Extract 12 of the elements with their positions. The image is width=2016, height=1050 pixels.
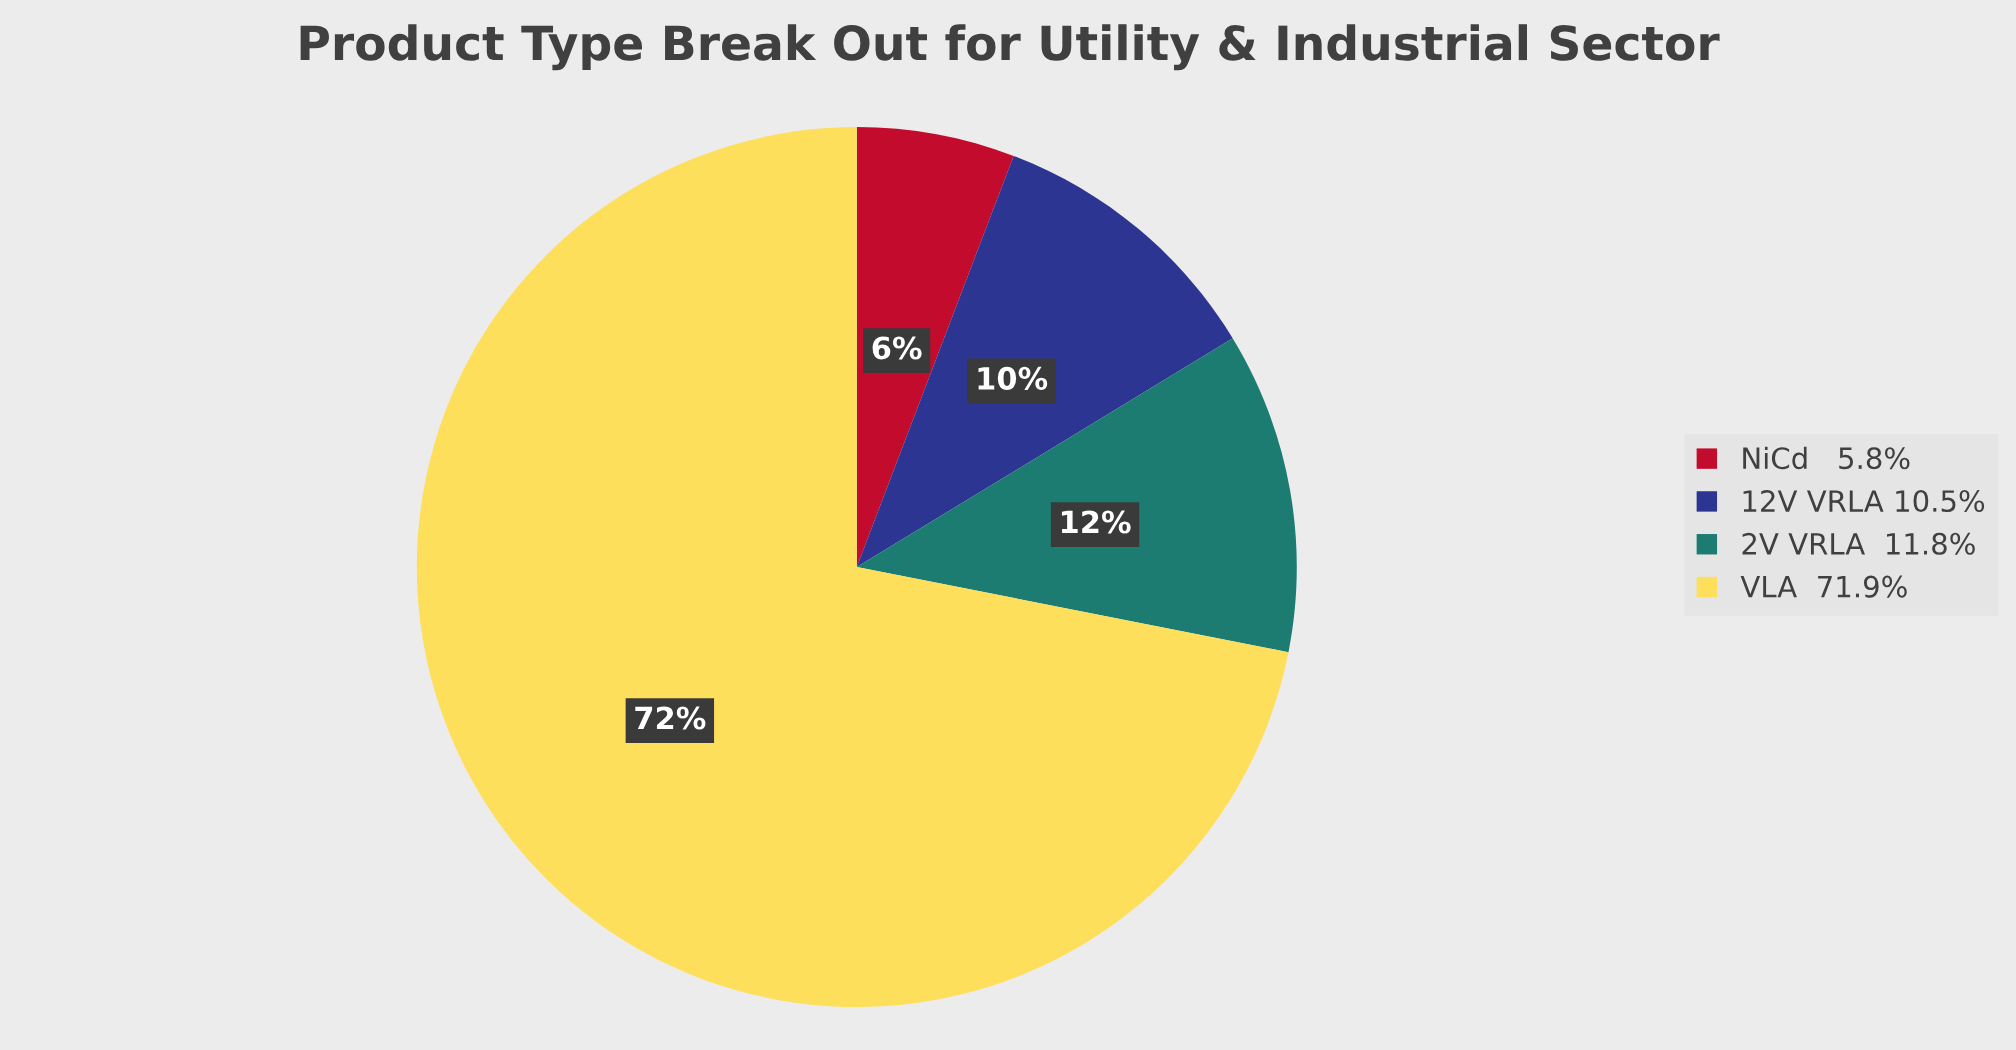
legend-label: NiCd 5.8%: [1743, 446, 1910, 470]
data-label: 10%: [978, 366, 1048, 390]
pie-slice: [856, 155, 1233, 567]
pie-slice: [416, 127, 1289, 1007]
legend-label: VLA 71.9%: [1740, 575, 1907, 598]
data-label: 6%: [872, 336, 922, 360]
chart-title: Product Type Break Out for Utility & Industrial Sector: [300, 24, 1720, 71]
legend-label: 12V VRLA 10.5%: [1743, 490, 1985, 513]
data-label: 72%: [635, 706, 706, 730]
legend-label: 2V VRLA 11.8%: [1742, 532, 1975, 555]
pie-slice: [856, 338, 1297, 653]
data-label: 12%: [1061, 510, 1131, 534]
